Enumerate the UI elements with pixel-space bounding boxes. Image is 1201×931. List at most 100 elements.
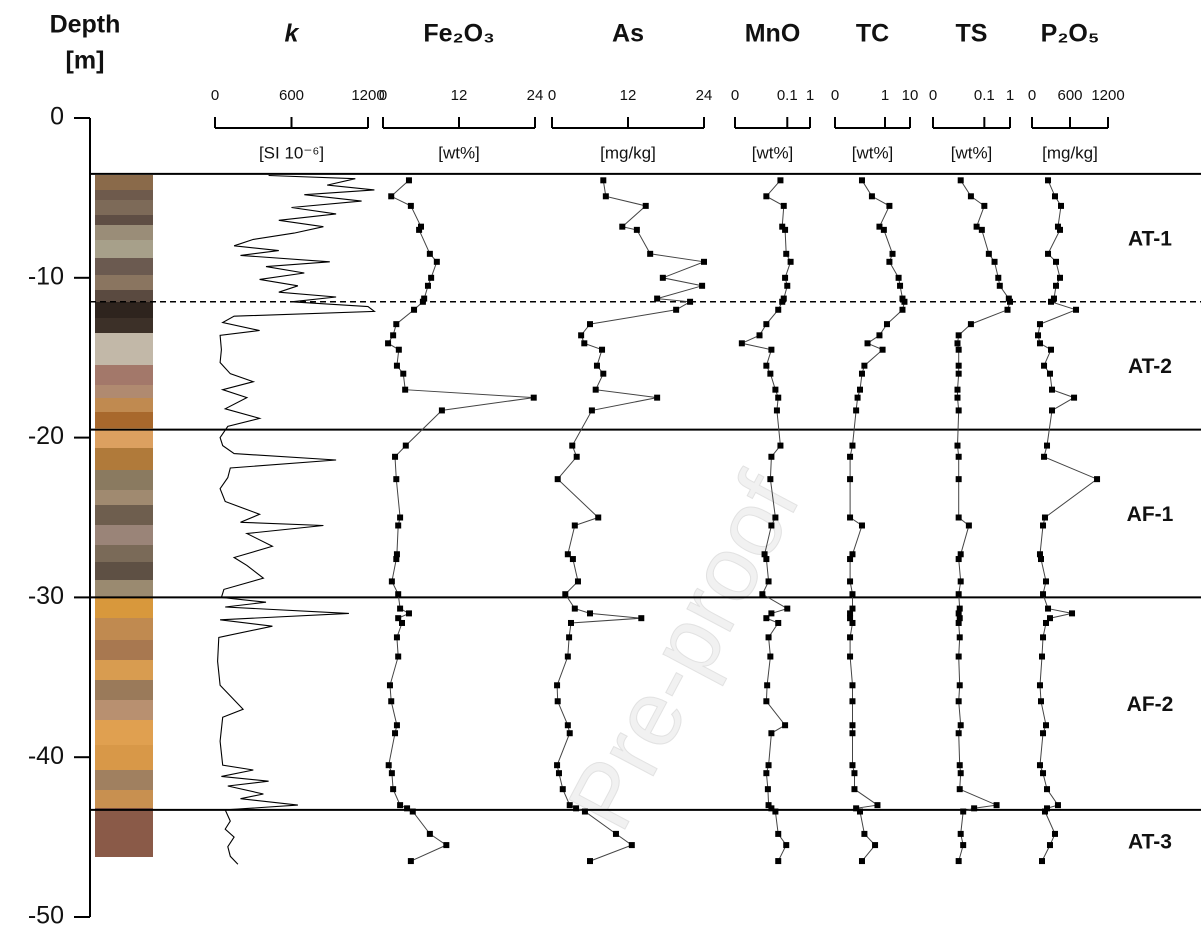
zone-label: AF-1 bbox=[1127, 503, 1174, 526]
lithology-band bbox=[95, 428, 153, 448]
sample-marker bbox=[386, 682, 393, 689]
sample-marker bbox=[421, 295, 428, 302]
sample-marker bbox=[393, 321, 400, 328]
sample-marker bbox=[1044, 786, 1051, 793]
sample-marker bbox=[955, 591, 962, 598]
sample-marker bbox=[956, 762, 963, 769]
sample-marker bbox=[555, 770, 562, 777]
sample-marker bbox=[392, 730, 399, 737]
sample-marker bbox=[895, 274, 902, 281]
sample-marker bbox=[981, 202, 988, 209]
x-tick-label: 0.1 bbox=[777, 87, 798, 104]
sample-marker bbox=[433, 258, 440, 265]
sample-marker bbox=[768, 453, 775, 460]
sample-marker bbox=[571, 522, 578, 529]
sample-marker bbox=[773, 407, 780, 414]
sample-marker bbox=[424, 282, 431, 289]
sample-marker bbox=[1044, 442, 1051, 449]
sample-marker bbox=[956, 605, 963, 612]
sample-marker bbox=[602, 193, 609, 200]
sample-marker bbox=[759, 591, 766, 598]
sample-marker bbox=[1040, 591, 1047, 598]
sample-marker bbox=[1049, 386, 1056, 393]
y-tick-label: -10 bbox=[28, 262, 64, 290]
x-axis-unit: [wt%] bbox=[951, 143, 993, 162]
sample-marker bbox=[1041, 514, 1048, 521]
sample-marker bbox=[1094, 476, 1101, 483]
sample-marker bbox=[426, 830, 433, 837]
zone-label: AF-2 bbox=[1127, 693, 1174, 716]
sample-marker bbox=[899, 306, 906, 313]
sample-marker bbox=[404, 805, 411, 812]
sample-marker bbox=[393, 551, 400, 558]
sample-marker bbox=[956, 634, 963, 641]
lithology-band bbox=[95, 302, 153, 318]
sample-marker bbox=[1036, 340, 1043, 347]
sample-marker bbox=[768, 730, 775, 737]
x-tick-label: 0 bbox=[379, 87, 387, 104]
sample-marker bbox=[763, 556, 770, 563]
sample-marker bbox=[971, 805, 978, 812]
sample-marker bbox=[388, 770, 395, 777]
sample-marker bbox=[868, 193, 875, 200]
profile-line bbox=[217, 174, 376, 865]
sample-marker bbox=[849, 762, 856, 769]
sample-marker bbox=[861, 830, 868, 837]
sample-marker bbox=[763, 698, 770, 705]
sample-marker bbox=[783, 842, 790, 849]
sample-marker bbox=[955, 476, 962, 483]
y-tick-label: -40 bbox=[28, 742, 64, 770]
sample-marker bbox=[426, 250, 433, 257]
sample-marker bbox=[775, 858, 782, 865]
sample-marker bbox=[1039, 653, 1046, 660]
lithology-band bbox=[95, 618, 153, 640]
sample-marker bbox=[901, 298, 908, 305]
sample-marker bbox=[1041, 808, 1048, 815]
x-tick-label: 1 bbox=[881, 87, 889, 104]
sample-marker bbox=[861, 362, 868, 369]
sample-marker bbox=[765, 762, 772, 769]
sample-marker bbox=[392, 453, 399, 460]
sample-marker bbox=[763, 615, 770, 622]
sample-marker bbox=[954, 394, 961, 401]
sample-marker bbox=[1069, 610, 1076, 617]
sample-marker bbox=[638, 615, 645, 622]
sample-marker bbox=[957, 578, 964, 585]
sample-marker bbox=[388, 578, 395, 585]
sample-marker bbox=[393, 476, 400, 483]
sample-marker bbox=[995, 274, 1002, 281]
sample-marker bbox=[955, 514, 962, 521]
sample-marker bbox=[1053, 258, 1060, 265]
x-tick-label: 0 bbox=[929, 87, 937, 104]
sample-marker bbox=[880, 226, 887, 233]
lithology-band bbox=[95, 275, 153, 290]
lithology-band bbox=[95, 545, 153, 562]
sample-marker bbox=[1051, 193, 1058, 200]
sample-marker bbox=[772, 386, 779, 393]
x-tick-label: 1 bbox=[1006, 87, 1014, 104]
sample-marker bbox=[960, 842, 967, 849]
sample-marker bbox=[395, 522, 402, 529]
sample-marker bbox=[847, 610, 854, 617]
sample-marker bbox=[385, 762, 392, 769]
sample-marker bbox=[864, 340, 871, 347]
sample-marker bbox=[847, 514, 854, 521]
sample-marker bbox=[858, 858, 865, 865]
sample-marker bbox=[619, 223, 626, 230]
sample-marker bbox=[765, 578, 772, 585]
sample-marker bbox=[592, 386, 599, 393]
sample-marker bbox=[956, 682, 963, 689]
sample-marker bbox=[600, 177, 607, 184]
sample-marker bbox=[566, 634, 573, 641]
sample-marker bbox=[993, 802, 1000, 809]
sample-marker bbox=[587, 321, 593, 328]
lithology-band bbox=[95, 720, 153, 745]
sample-marker bbox=[967, 193, 974, 200]
sample-marker bbox=[876, 332, 883, 339]
sample-marker bbox=[1040, 770, 1047, 777]
lithology-band bbox=[95, 318, 153, 333]
sample-marker bbox=[397, 514, 404, 521]
sample-marker bbox=[978, 226, 985, 233]
sample-marker bbox=[1036, 682, 1043, 689]
